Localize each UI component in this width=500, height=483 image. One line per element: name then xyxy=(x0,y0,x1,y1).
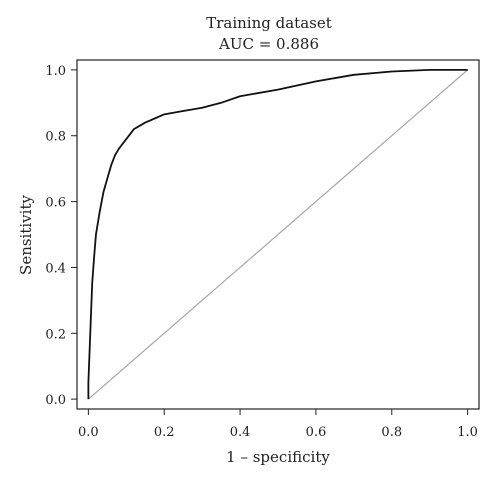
y-tick-label: 0.0 xyxy=(45,393,66,408)
x-tick-label: 0.2 xyxy=(154,425,175,440)
y-tick-label: 0.6 xyxy=(45,196,66,211)
y-axis: 0.0 0.2 0.4 0.6 0.8 1.0 xyxy=(45,64,77,408)
x-axis: 0.0 0.2 0.4 0.6 0.8 1.0 xyxy=(78,409,478,440)
x-tick-label: 0.8 xyxy=(381,425,402,440)
y-tick-label: 0.4 xyxy=(45,261,66,276)
y-axis-label: Sensitivity xyxy=(17,195,35,275)
plot-frame xyxy=(76,59,480,410)
y-tick-label: 0.8 xyxy=(45,130,66,145)
y-tick-label: 0.2 xyxy=(45,327,66,342)
x-axis-label: 1 – specificity xyxy=(226,448,330,466)
roc-curve xyxy=(87,68,468,400)
y-tick-label: 1.0 xyxy=(45,64,66,79)
x-tick-label: 1.0 xyxy=(457,425,478,440)
x-tick-label: 0.4 xyxy=(230,425,251,440)
x-tick-label: 0.0 xyxy=(78,425,99,440)
chart-title: Training dataset xyxy=(206,14,332,32)
chart-subtitle: AUC = 0.886 xyxy=(218,35,319,53)
x-tick-label: 0.6 xyxy=(306,425,327,440)
reference-diagonal xyxy=(87,69,469,400)
